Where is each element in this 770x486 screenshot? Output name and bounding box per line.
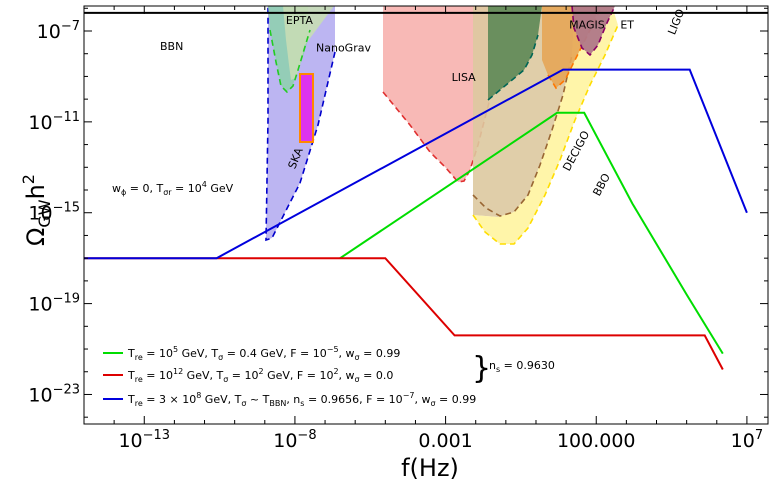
axis-ticks <box>83 6 768 424</box>
region-label-epta: EPTA <box>286 14 313 27</box>
et-boundary <box>547 9 601 90</box>
bbo-region <box>473 6 618 244</box>
decigo-boundary <box>472 54 573 217</box>
sensitivity-regions <box>265 6 619 245</box>
lisa-region <box>383 6 490 182</box>
legend: Tre = 105 GeV, Tσ = 0.4 GeV, F = 10−5, w… <box>103 345 555 408</box>
region-label-nanograv: NanoGrav <box>316 41 371 54</box>
region-label-lisa: LISA <box>452 71 477 84</box>
x-tick-label: 107 <box>731 428 763 452</box>
legend-label-green: Tre = 105 GeV, Tσ = 0.4 GeV, F = 10−5, w… <box>127 345 400 362</box>
series-line-2 <box>84 68 748 260</box>
region-label-bbo: BBO <box>590 171 613 198</box>
legend-brace: } <box>472 351 491 386</box>
bbo-boundary <box>472 24 619 245</box>
magis-boundary <box>487 34 539 101</box>
x-tick-label: 10−13 <box>118 428 170 452</box>
y-tick-label: 10−11 <box>28 110 80 134</box>
parameter-annotation: wϕ = 0, Tσr = 104 GeV <box>112 180 234 197</box>
ligo-region <box>572 6 615 55</box>
y-tick-label: 10−23 <box>28 382 80 406</box>
x-axis-title: f(Hz) <box>401 454 459 482</box>
legend-shared-ns: ns = 0.9630 <box>489 359 555 374</box>
plot-frame <box>83 5 769 425</box>
lisa-boundary <box>382 91 491 183</box>
x-tick-label: 0.001 <box>418 430 472 452</box>
y-axis-title: ΩGWh2 <box>19 174 54 246</box>
x-tick-label: 100.000 <box>557 430 636 452</box>
x-tick-label: 10−8 <box>273 428 316 452</box>
bbn-label: BBN <box>160 40 183 53</box>
y-tick-label: 10−19 <box>28 292 80 316</box>
epta-box <box>299 73 314 143</box>
region-label-magis: MAGIS <box>569 19 605 32</box>
legend-label-red: Tre = 1012 GeV, Tσ = 102 GeV, F = 102, w… <box>127 367 393 384</box>
ligo-boundary <box>571 6 616 57</box>
region-label-ligo: LIGO <box>665 7 687 37</box>
series-line-0 <box>339 111 724 355</box>
magis-region <box>488 6 542 100</box>
series-line-1 <box>84 257 724 370</box>
legend-label-blue: Tre = 3 × 108 GeV, Tσ ~ TBBN, ns = 0.965… <box>127 391 476 408</box>
series-lines <box>84 68 748 370</box>
region-label-et: ET <box>620 19 634 32</box>
ska-boundary <box>265 6 336 242</box>
y-tick-label: 10−7 <box>37 19 80 43</box>
svg-text:ΩGWh2: ΩGWh2 <box>19 174 54 246</box>
nanograv-region <box>283 6 334 80</box>
